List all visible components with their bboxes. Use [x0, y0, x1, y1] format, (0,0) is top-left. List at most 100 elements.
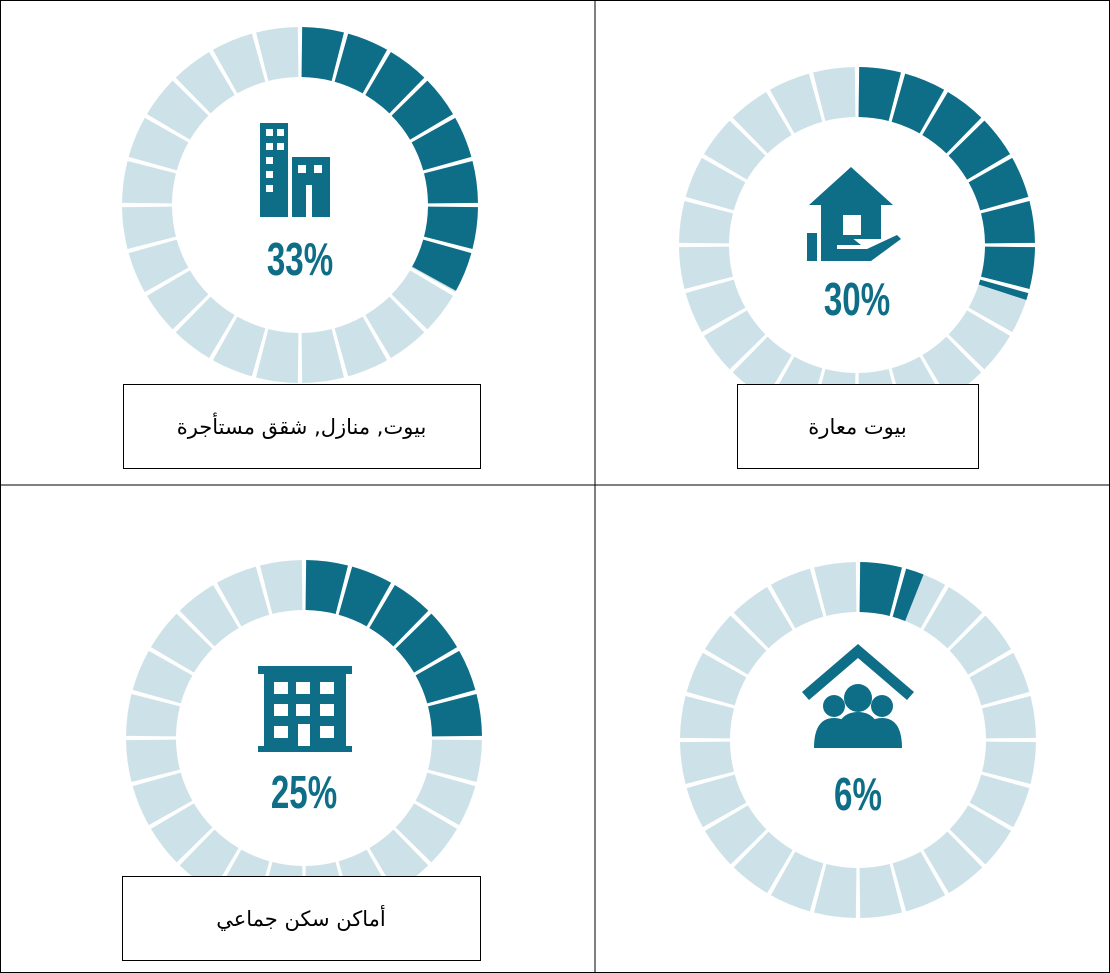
gauge-track-segment: [814, 562, 857, 616]
gauge-track-segment: [679, 201, 733, 244]
gauge-track-segment: [301, 329, 344, 383]
gauge-fill-segment: [858, 67, 901, 121]
gauge-fill-segment: [859, 562, 902, 616]
gauge: 33% بيوت, منازل, شقق مستأجرة: [122, 27, 481, 469]
gauge-track-segment: [703, 310, 766, 370]
gauge-track-segment: [260, 560, 303, 614]
gauge-fill-segment: [891, 73, 945, 134]
gauge-track-segment: [128, 117, 189, 171]
category-label: بيوت, منازل, شقق مستأجرة: [177, 412, 427, 439]
icon: [274, 682, 334, 746]
gauge-track-segment: [391, 270, 454, 330]
gauge-fill: [301, 27, 478, 291]
gauge-track-segment: [680, 696, 734, 739]
gauge-track-segment: [365, 296, 425, 359]
gauge-track-segment: [686, 774, 747, 828]
gauge-track-segment: [949, 805, 1012, 865]
gauge-track-segment: [732, 91, 792, 154]
gauge-fill-segment: [424, 161, 478, 204]
gauge-track-segment: [179, 584, 239, 647]
gauge-track-segment: [982, 741, 1036, 784]
gauge-track-segment: [179, 829, 239, 892]
gauge-track-segment: [969, 774, 1030, 828]
gauge-track-segment: [892, 851, 946, 912]
gauge-track-segment: [703, 120, 766, 180]
gauge-fill-segment: [369, 584, 429, 647]
gauge-fill-segment: [395, 613, 458, 673]
gauge-fill-segment: [415, 650, 476, 704]
gauge-track-segment: [150, 803, 213, 863]
icon: [814, 712, 902, 748]
gauge-track-segment: [859, 864, 902, 918]
gauge-track-segment: [686, 652, 747, 706]
gauge-track-segment: [175, 296, 235, 359]
gauge-track-segment: [814, 864, 857, 918]
gauge-fill-segment: [981, 201, 1035, 244]
gauge-track-segment: [685, 157, 746, 211]
gauge-fill-segment: [981, 246, 1035, 289]
gauge-track-segment: [175, 51, 235, 114]
gauge-fill-segment: [301, 27, 344, 81]
gauge-fill-segment: [948, 120, 1011, 180]
gauge-track-segment: [685, 279, 746, 333]
gauge-track-segment: [704, 805, 767, 865]
gauge-fill-segment: [305, 560, 348, 614]
gauge-track-segment: [126, 739, 180, 782]
gauge-track-segment: [680, 741, 734, 784]
gauge-track-segment: [923, 586, 983, 649]
gauge-track-segment: [922, 336, 982, 399]
percent-label: 33%: [267, 235, 333, 285]
gauge: 30% بيوت معارة: [679, 67, 1035, 469]
gauge-track-segment: [415, 772, 476, 826]
percent-label: 30%: [824, 275, 890, 325]
label-box: [123, 384, 481, 469]
gauge-track-segment: [813, 67, 856, 121]
gauge-fill-segment: [922, 91, 982, 154]
percent-label: 25%: [271, 768, 337, 818]
gauge-track-segment: [150, 613, 213, 673]
icon: [802, 644, 914, 700]
gauge-track-segment: [769, 73, 823, 134]
gauge-track-segment: [132, 650, 193, 704]
gauge-track-segment: [704, 615, 767, 675]
gauge-track-segment: [679, 246, 733, 289]
gauge-track-segment: [733, 586, 793, 649]
gauge-track-segment: [395, 803, 458, 863]
gauge-track-segment: [770, 851, 824, 912]
gauge-fill: [858, 67, 1035, 301]
category-label: بيوت معارة: [808, 415, 906, 439]
icon: [843, 215, 861, 235]
gauge-fill-segment: [424, 206, 478, 249]
gauge-track-segment: [982, 696, 1036, 739]
percent-label: 6%: [834, 770, 882, 820]
gauge-fill-segment: [412, 239, 472, 291]
gauge-fill-segment: [334, 33, 388, 94]
gauge-track-segment: [128, 239, 189, 293]
gauge-track-segment: [146, 80, 209, 140]
gauge-track-segment: [923, 831, 983, 894]
gauge: 6%: [680, 562, 1036, 918]
gauge-track-segment: [126, 694, 180, 737]
icon: [844, 684, 872, 712]
icon: [809, 167, 893, 239]
gauge-track-segment: [256, 329, 299, 383]
gauge-track-segment: [122, 161, 176, 204]
gauge-track-segment: [369, 829, 429, 892]
gauge-track-segment: [146, 270, 209, 330]
gauge-track-segment: [948, 310, 1011, 370]
gauge-fill: [305, 560, 482, 737]
gauge-track-segment: [216, 566, 270, 627]
gauge-track-segment: [122, 206, 176, 249]
gauge-fill-segment: [968, 157, 1029, 211]
gauge-fill-segment: [391, 80, 454, 140]
gauge-fill-segment: [365, 51, 425, 114]
gauge-fill-segment: [338, 566, 392, 627]
icon: [871, 695, 893, 717]
icon: [266, 129, 322, 217]
gauge-fill: [859, 562, 924, 621]
gauge-track-segment: [132, 772, 193, 826]
gauge-track-segment: [334, 316, 388, 377]
label-box: [122, 876, 481, 961]
gauge-track-segment: [732, 336, 792, 399]
